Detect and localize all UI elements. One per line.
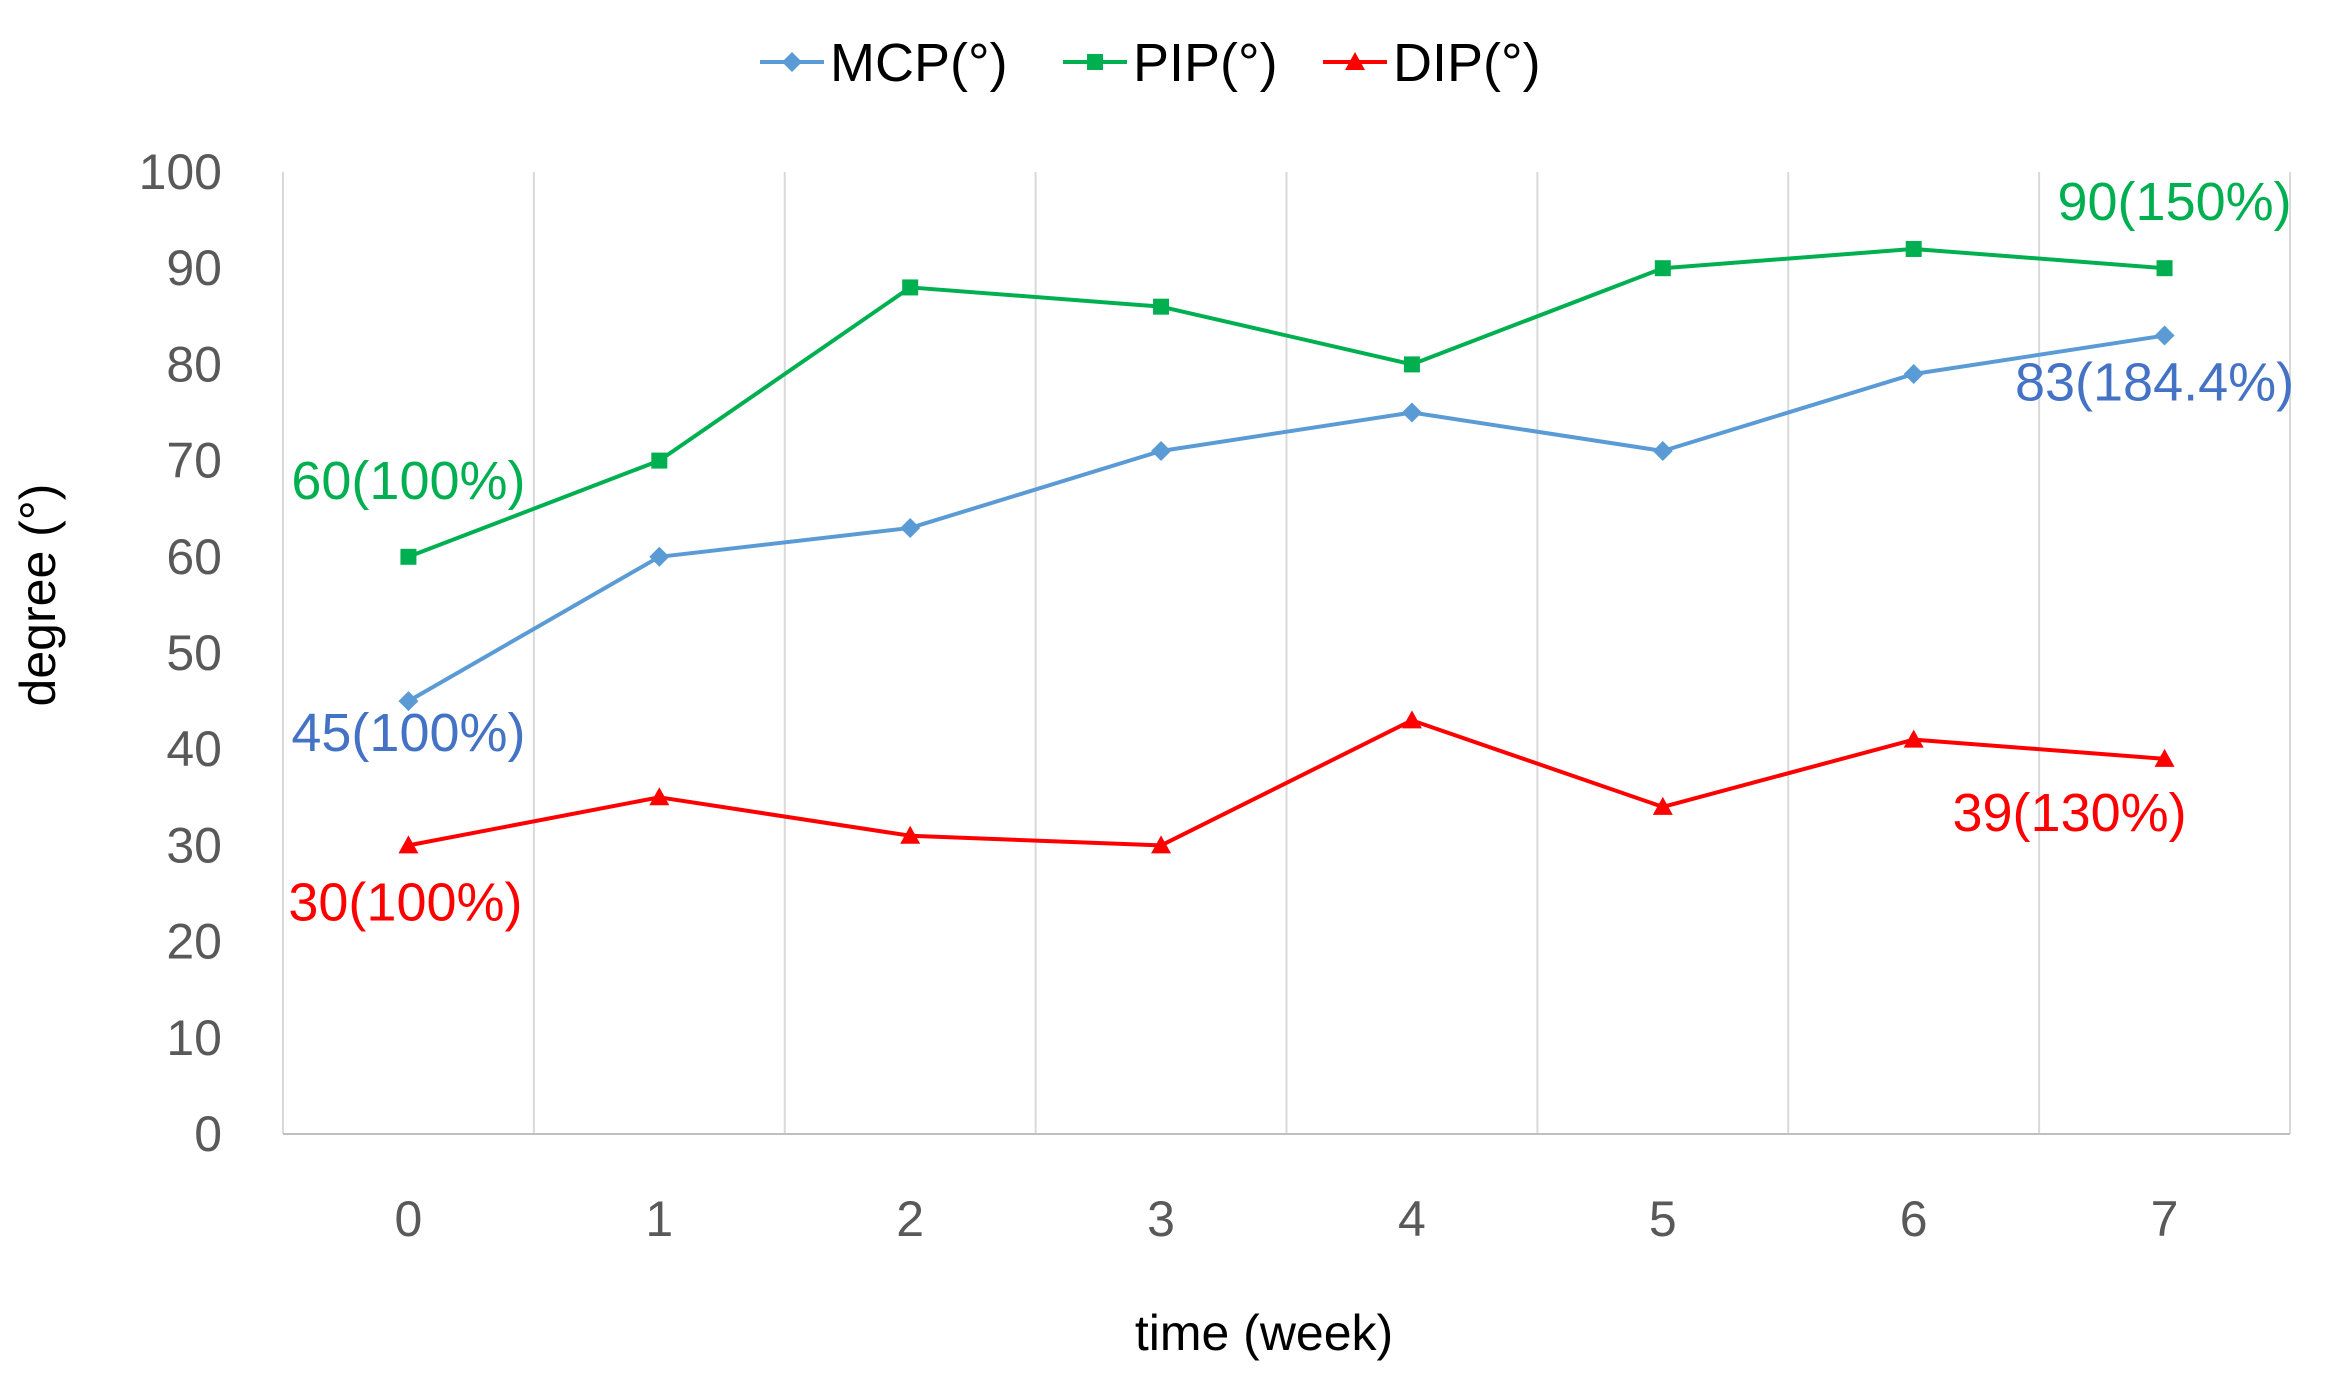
x-tick-label: 0 — [395, 1191, 423, 1247]
series-dip — [398, 710, 2175, 854]
marker-triangle — [1345, 52, 1365, 70]
x-tick-label: 1 — [645, 1191, 673, 1247]
x-tick-label: 4 — [1398, 1191, 1426, 1247]
marker-diamond — [1652, 440, 1673, 461]
marker-triangle — [1401, 710, 1422, 729]
marker-triangle — [649, 787, 670, 806]
label-layer: 45(100%) 83(184.4%) 60(100%) 90(150%) 30(100… — [288, 172, 2294, 932]
legend-item-dip: DIP(°) — [1323, 33, 1541, 93]
x-tick-label: 7 — [2151, 1191, 2179, 1247]
y-tick-label: 60 — [166, 529, 222, 585]
marker-square — [651, 452, 668, 469]
marker-square — [1654, 260, 1671, 277]
marker-triangle — [1151, 835, 1172, 854]
x-tick-label: 5 — [1649, 1191, 1677, 1247]
marker-square — [1403, 356, 1420, 373]
marker-triangle — [1652, 796, 1673, 815]
y-tick-label: 80 — [166, 336, 222, 392]
series-line-mcp — [407, 333, 2165, 703]
data-label: 45(100%) — [291, 703, 525, 763]
data-label: 30(100%) — [288, 872, 522, 932]
x-tick-label: 2 — [896, 1191, 924, 1247]
marker-triangle — [2154, 748, 2175, 767]
legend-label: MCP(°) — [830, 33, 1008, 93]
marker-square — [1153, 298, 1170, 315]
data-label: 60(100%) — [291, 451, 525, 511]
marker-triangle — [900, 825, 921, 844]
x-tick-label: 6 — [1900, 1191, 1928, 1247]
legend: MCP(°) PIP(°) DIP(°) — [760, 33, 1541, 93]
series-line-pip — [407, 246, 2165, 559]
marker-diamond — [649, 546, 670, 567]
series-pip — [400, 240, 2173, 565]
legend-item-mcp: MCP(°) — [760, 33, 1008, 93]
y-tick-label: 40 — [166, 721, 222, 777]
marker-diamond — [1151, 440, 1172, 461]
y-tick-label: 20 — [166, 914, 222, 970]
x-axis-title: time (week) — [1135, 1305, 1393, 1361]
y-tick-label: 0 — [194, 1106, 222, 1162]
grid-layer — [282, 172, 2291, 1134]
data-label: 39(130%) — [1952, 783, 2186, 843]
marker-square — [902, 279, 919, 296]
marker-diamond — [900, 517, 921, 538]
marker-diamond — [398, 691, 419, 712]
y-tick-label: 70 — [166, 433, 222, 489]
y-axis-title: degree (°) — [10, 484, 66, 707]
data-label: 90(150%) — [2057, 172, 2291, 232]
y-tick-label: 100 — [139, 144, 222, 200]
marker-diamond — [1401, 402, 1422, 423]
marker-diamond — [1903, 364, 1924, 385]
marker-square — [1087, 54, 1103, 70]
marker-triangle — [1903, 729, 1924, 748]
legend-label: PIP(°) — [1133, 33, 1278, 93]
y-tick-label: 90 — [166, 240, 222, 296]
y-tick-label: 50 — [166, 625, 222, 681]
marker-diamond — [2154, 325, 2175, 346]
legend-item-pip: PIP(°) — [1063, 33, 1278, 93]
marker-triangle — [398, 835, 419, 854]
x-tick-label: 3 — [1147, 1191, 1175, 1247]
marker-diamond — [782, 52, 802, 72]
marker-square — [2156, 260, 2173, 277]
y-tick-label: 10 — [166, 1010, 222, 1066]
series-layer — [398, 240, 2175, 854]
series-line-dip — [408, 718, 2165, 848]
marker-square — [1905, 240, 1922, 257]
legend-label: DIP(°) — [1393, 33, 1541, 93]
series-mcp — [398, 325, 2175, 712]
y-tick-label: 30 — [166, 817, 222, 873]
axis-layer: 0 10 20 30 40 50 60 70 80 90 100 0 1 2 3 4 5 6 7 — [139, 144, 2290, 1247]
data-label: 83(184.4%) — [2015, 353, 2294, 413]
marker-square — [400, 548, 417, 565]
